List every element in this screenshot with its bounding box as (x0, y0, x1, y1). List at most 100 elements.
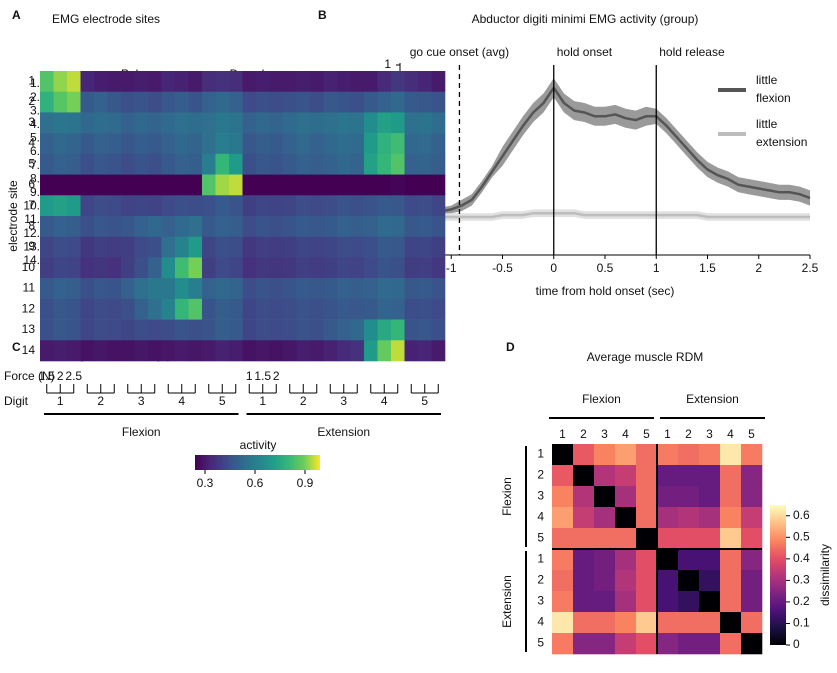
heatmap-cell (418, 153, 432, 175)
heatmap-cell (242, 257, 257, 279)
rdm-cell (657, 507, 679, 529)
heatmap-cell (323, 340, 338, 362)
heatmap-cell (229, 174, 243, 196)
row-label: 8 (28, 219, 35, 233)
heatmap-cell (269, 236, 284, 258)
heatmap-cell (269, 71, 284, 93)
colorbar (195, 455, 320, 470)
heatmap-cell (202, 112, 216, 134)
heatmap-cell (148, 91, 162, 113)
heatmap-cell (215, 298, 230, 320)
site-number: 4. (30, 117, 40, 131)
x-tick-label: 2.5 (802, 261, 819, 275)
heatmap-cell (121, 257, 135, 279)
heatmap-cell (67, 91, 81, 113)
heatmap-cell (53, 236, 68, 258)
x-tick-label: 1 (653, 261, 660, 275)
heatmap-cell (215, 340, 230, 362)
rdm-cell (636, 570, 658, 592)
heatmap-cell (377, 133, 392, 155)
rdm-cell (552, 570, 574, 592)
site-number: 7. (30, 158, 40, 172)
heatmap-cell (256, 153, 270, 175)
heatmap-cell (229, 257, 243, 279)
heatmap-cell (377, 340, 392, 362)
heatmap-cell (256, 340, 270, 362)
heatmap-cell (94, 216, 108, 238)
rdm-cell (594, 549, 616, 571)
rdm-cell (636, 549, 658, 571)
heatmap-cell (94, 153, 108, 175)
heatmap-cell (404, 174, 419, 196)
heatmap-cell (296, 195, 311, 217)
heatmap-cell (242, 319, 257, 341)
heatmap-cell (40, 236, 54, 258)
heatmap-cell (242, 195, 257, 217)
heatmap-cell (350, 216, 365, 238)
heatmap-cell (337, 112, 351, 134)
heatmap-cell (283, 153, 297, 175)
heatmap-cell (364, 340, 378, 362)
heatmap-cell (431, 298, 446, 320)
heatmap-cell (296, 112, 311, 134)
heatmap-cell (53, 133, 68, 155)
heatmap-cell (148, 319, 162, 341)
heatmap-cell (364, 216, 378, 238)
group-label: Flexion (582, 392, 621, 406)
heatmap-cell (404, 278, 419, 300)
heatmap-cell (242, 236, 257, 258)
heatmap-cell (107, 236, 122, 258)
heatmap-cell (404, 133, 419, 155)
heatmap-cell (256, 112, 270, 134)
row-label: 14 (22, 343, 36, 357)
heatmap-cell (323, 278, 338, 300)
rdm-cell (699, 444, 721, 466)
heatmap-cell (107, 133, 122, 155)
rdm-cell (636, 465, 658, 487)
colorbar-tick-label: 0.5 (793, 529, 810, 543)
rdm-cell (678, 549, 700, 571)
column-label: 5 (643, 427, 650, 441)
heatmap-cell (67, 195, 81, 217)
heatmap-cell (377, 174, 392, 196)
heatmap-cell (256, 236, 270, 258)
heatmap-cell (80, 133, 95, 155)
heatmap-cell (350, 195, 365, 217)
rdm-cell (615, 549, 637, 571)
heatmap-cell (310, 340, 324, 362)
heatmap-cell (53, 340, 68, 362)
heatmap-cell (215, 216, 230, 238)
rdm-cell (741, 444, 763, 466)
heatmap-cell (107, 71, 122, 93)
column-label: 1 (664, 427, 671, 441)
colorbar-label: activity (240, 438, 277, 452)
heatmap-cell (134, 112, 149, 134)
heatmap-cell (296, 298, 311, 320)
heatmap-cell (310, 133, 324, 155)
heatmap-cell (256, 195, 270, 217)
rdm-cell (678, 612, 700, 634)
heatmap-cell (350, 278, 365, 300)
rdm-cell (678, 591, 700, 613)
heatmap-cell (391, 153, 405, 175)
heatmap-cell (175, 71, 189, 93)
heatmap-cell (134, 319, 149, 341)
heatmap-cell (107, 174, 122, 196)
colorbar-tick-label: 0.9 (297, 476, 314, 490)
row-label: 2 (537, 573, 544, 587)
heatmap-cell (67, 174, 81, 196)
heatmap-cell (215, 153, 230, 175)
annotation-label: hold onset (557, 45, 613, 59)
heatmap-cell (431, 91, 446, 113)
heatmap-cell (310, 257, 324, 279)
row-label: 3 (28, 115, 35, 129)
colorbar-tick-label: 0.6 (247, 476, 264, 490)
rdm-cell (699, 465, 721, 487)
group-label: Extension (500, 575, 514, 628)
heatmap-cell (188, 91, 203, 113)
heatmap-cell (40, 112, 54, 134)
heatmap-cell (175, 112, 189, 134)
heatmap-cell (283, 216, 297, 238)
row-label: 4 (537, 615, 544, 629)
heatmap-cell (418, 236, 432, 258)
